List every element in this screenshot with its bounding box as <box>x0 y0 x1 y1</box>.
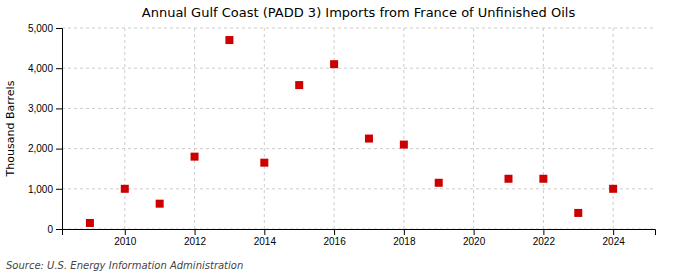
grid-line <box>62 108 655 109</box>
point <box>365 135 373 143</box>
point <box>330 60 338 68</box>
tick-label: 2022 <box>533 236 556 247</box>
tick-mark <box>543 229 544 235</box>
tick: 2020 <box>463 229 486 247</box>
tick-mark <box>56 28 62 29</box>
grid-line <box>62 28 655 29</box>
tick-label: 2016 <box>323 236 346 247</box>
source: Source: U.S. Energy Information Administ… <box>6 260 243 271</box>
tick-mark <box>404 229 405 235</box>
x-axis: 2010 2012 2014 2016 2018 2020 2022 2024 <box>63 229 656 247</box>
tick-mark <box>613 229 614 235</box>
y-axis: 0 1,000 2,000 3,000 4,000 5,000 <box>28 23 63 235</box>
y-axis-title: Thousand Barrels <box>4 80 17 177</box>
tick: 2012 <box>184 229 207 247</box>
tick: 0 <box>47 224 62 235</box>
points <box>86 36 617 227</box>
tick: 2,000 <box>28 143 62 154</box>
point <box>574 209 582 217</box>
grid-line <box>124 28 125 229</box>
point <box>225 36 233 44</box>
tick: 2016 <box>323 229 346 247</box>
grid-line <box>473 28 474 229</box>
axis-line <box>56 29 63 230</box>
grid-line <box>62 148 655 149</box>
tick-label: 2012 <box>184 236 207 247</box>
tick-label: 2020 <box>463 236 486 247</box>
tick-mark <box>334 229 335 235</box>
grid-line <box>613 28 614 229</box>
point <box>295 81 303 89</box>
grid-line <box>62 68 655 69</box>
grid-line <box>403 28 404 229</box>
tick-mark <box>125 229 126 235</box>
tick-mark <box>264 229 265 235</box>
tick-mark <box>56 189 62 190</box>
tick-mark <box>56 229 62 230</box>
tick-label: 4,000 <box>28 63 53 74</box>
grid <box>62 28 655 229</box>
point <box>539 175 547 183</box>
plot: 2010 2012 2014 2016 2018 2020 2022 2024 0 1,000 2,… <box>28 23 656 247</box>
axis-line <box>63 230 656 236</box>
tick-label: 2014 <box>254 236 277 247</box>
grid-line <box>334 28 335 229</box>
title: Annual Gulf Coast (PADD 3) Imports from … <box>142 5 576 20</box>
tick-mark <box>195 229 196 235</box>
tick-mark <box>56 68 62 69</box>
chart: 2010 2012 2014 2016 2018 2020 2022 2024 0 1,000 2,… <box>0 0 675 275</box>
tick-label: 2010 <box>114 236 137 247</box>
tick-label: 3,000 <box>28 103 53 114</box>
tick: 3,000 <box>28 103 62 114</box>
point <box>156 200 164 208</box>
grid-line <box>543 28 544 229</box>
point <box>260 159 268 167</box>
tick: 2024 <box>603 229 626 247</box>
point <box>435 179 443 187</box>
tick-mark <box>474 229 475 235</box>
tick-label: 2,000 <box>28 143 53 154</box>
point <box>504 175 512 183</box>
tick: 5,000 <box>28 23 62 34</box>
tick: 2018 <box>393 229 416 247</box>
tick-label: 2024 <box>603 236 626 247</box>
point <box>86 219 94 227</box>
point <box>191 153 199 161</box>
tick-label: 5,000 <box>28 23 53 34</box>
tick-label: 1,000 <box>28 184 53 195</box>
grid-line <box>62 188 655 189</box>
tick-mark <box>56 149 62 150</box>
grid-line <box>194 28 195 229</box>
tick-label: 0 <box>47 224 53 235</box>
point <box>400 141 408 149</box>
tick: 2010 <box>114 229 137 247</box>
tick: 4,000 <box>28 63 62 74</box>
grid-line <box>264 28 265 229</box>
point <box>609 185 617 193</box>
tick-label: 2018 <box>393 236 416 247</box>
tick: 2014 <box>254 229 277 247</box>
tick: 2022 <box>533 229 556 247</box>
point <box>121 185 129 193</box>
tick-mark <box>56 108 62 109</box>
tick: 1,000 <box>28 184 62 195</box>
